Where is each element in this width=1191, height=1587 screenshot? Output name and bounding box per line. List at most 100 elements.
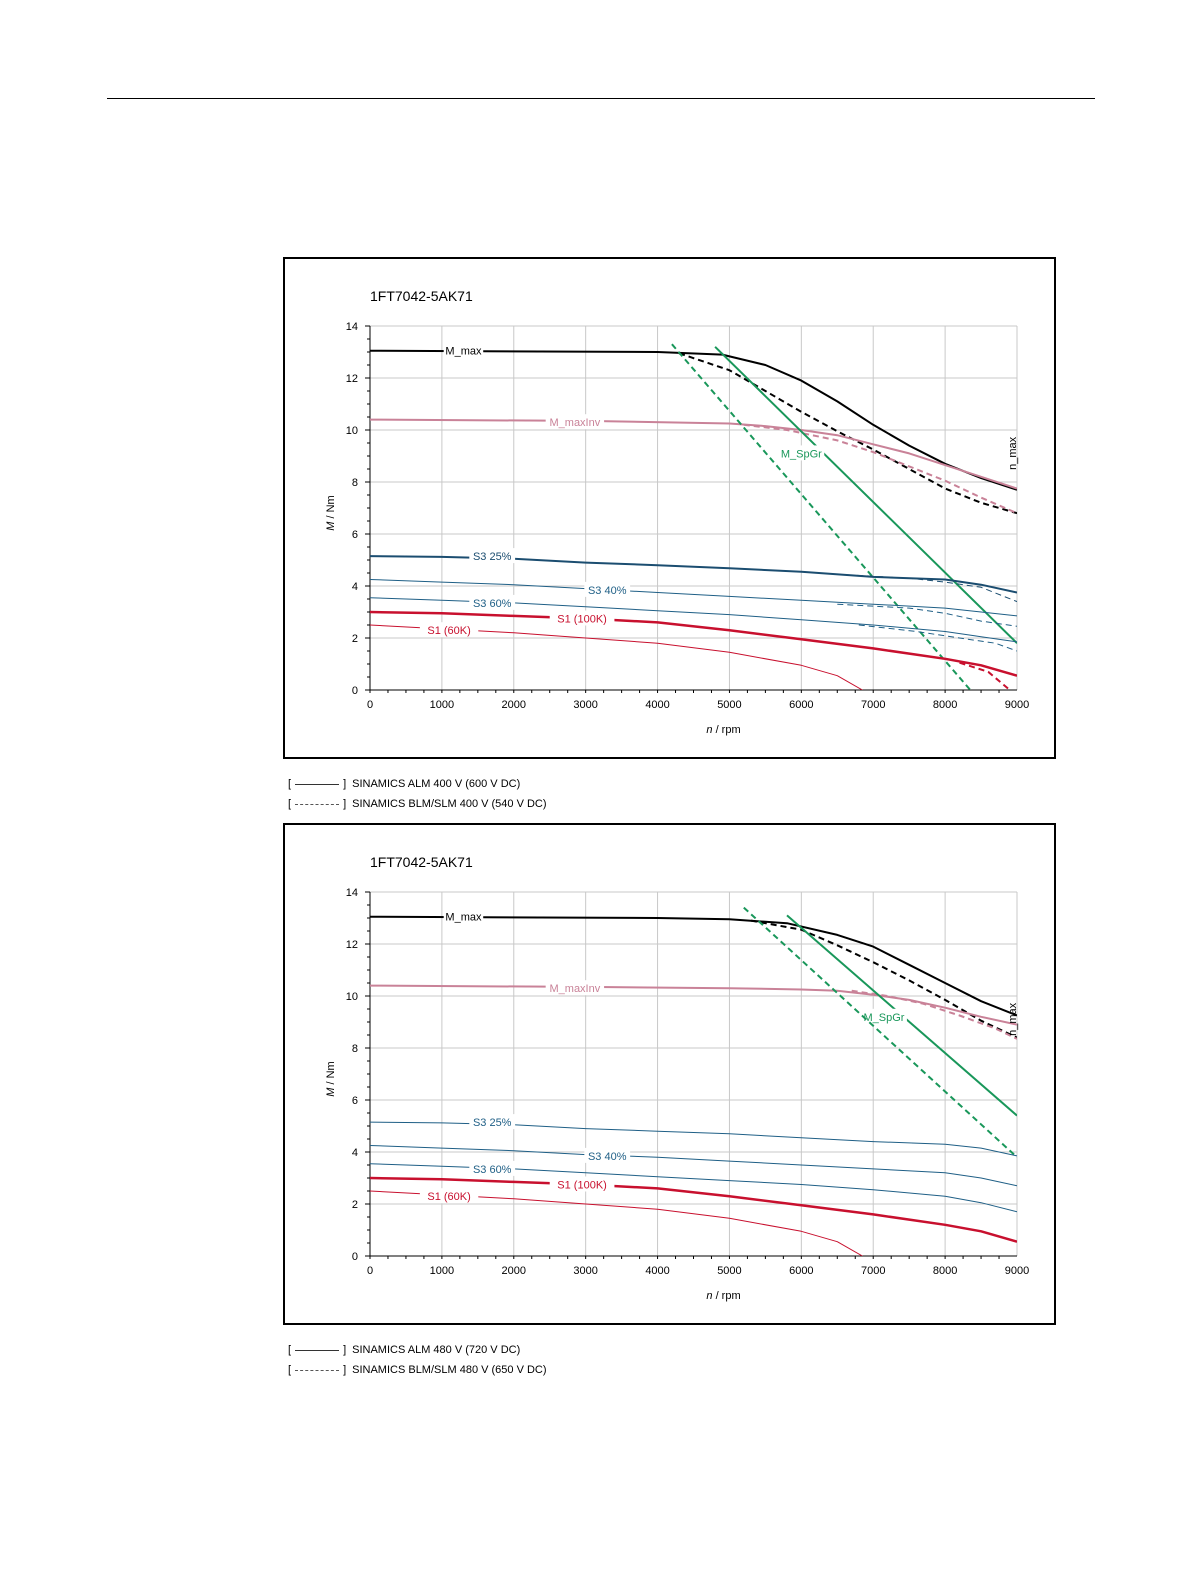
series-line bbox=[370, 1121, 1017, 1157]
x-tick-label: 0 bbox=[367, 699, 373, 711]
y-tick-label: 10 bbox=[346, 425, 358, 437]
series-label: M_max bbox=[445, 912, 482, 924]
series-line bbox=[370, 555, 1017, 594]
y-tick-label: 4 bbox=[352, 581, 358, 593]
series-label-bg bbox=[419, 1188, 479, 1204]
series-line bbox=[851, 989, 1017, 1040]
series-label-bg bbox=[545, 414, 605, 430]
torque-chart-2: 1FT7042-5AK71 0 1000 2000 3000 4000 5000 6000 70… bbox=[325, 854, 1029, 1302]
legend-row-dashed: [] SINAMICS BLM/SLM 400 V (540 V DC) bbox=[284, 794, 547, 814]
y-tick-label: 2 bbox=[352, 1199, 358, 1211]
legend-row-solid: [] SINAMICS ALM 480 V (720 V DC) bbox=[284, 1340, 547, 1360]
x-tick-label: 4000 bbox=[645, 1265, 669, 1277]
series-label-bg bbox=[419, 622, 479, 638]
series-label: S1 (60K) bbox=[427, 625, 470, 637]
x-tick-label: 7000 bbox=[861, 699, 885, 711]
y-tick-label: 14 bbox=[346, 321, 358, 333]
y-tick-label: 12 bbox=[346, 373, 358, 385]
series-line bbox=[678, 352, 1017, 515]
series-label-bg bbox=[443, 342, 484, 358]
dashed-line-swatch bbox=[295, 803, 340, 805]
n-max-label: n_max bbox=[1007, 1002, 1019, 1036]
header-rule bbox=[107, 98, 1095, 99]
series-label: M_SpGr bbox=[781, 448, 822, 460]
series-label-bg bbox=[469, 1160, 516, 1176]
legend-text: SINAMICS BLM/SLM 480 V (650 V DC) bbox=[352, 1364, 547, 1376]
chart-legend-1: [] SINAMICS ALM 400 V (600 V DC) [] SINA… bbox=[284, 774, 547, 814]
dashed-line-swatch bbox=[295, 1369, 340, 1371]
chart-frame-2: 1FT7042-5AK71 0 1000 2000 3000 4000 5000 6000 70… bbox=[283, 823, 1056, 1325]
series-line bbox=[370, 1176, 1017, 1243]
series-label-bg bbox=[545, 980, 605, 996]
series-label: S3 60% bbox=[473, 1164, 512, 1176]
x-tick-label: 1000 bbox=[430, 1265, 454, 1277]
series-label: S3 40% bbox=[588, 1151, 627, 1163]
x-tick-label: 5000 bbox=[717, 1265, 741, 1277]
series-line bbox=[750, 919, 1017, 1039]
series-label-bg bbox=[584, 1147, 631, 1163]
y-tick-label: 14 bbox=[346, 887, 358, 899]
series-label-bg bbox=[469, 594, 516, 610]
chart-legend-2: [] SINAMICS ALM 480 V (720 V DC) [] SINA… bbox=[284, 1340, 547, 1380]
x-tick-label: 5000 bbox=[717, 699, 741, 711]
series-label: S3 40% bbox=[588, 585, 627, 597]
x-axis-label: n / rpm bbox=[706, 1290, 740, 1302]
series-label: S3 60% bbox=[473, 598, 512, 610]
y-tick-label: 8 bbox=[352, 477, 358, 489]
chart-title: 1FT7042-5AK71 bbox=[370, 288, 473, 304]
series-label-bg bbox=[443, 908, 484, 924]
y-tick-label: 2 bbox=[352, 633, 358, 645]
solid-line-swatch bbox=[295, 783, 340, 785]
y-axis-label: M / Nm bbox=[325, 495, 337, 530]
y-tick-label: 10 bbox=[346, 991, 358, 1003]
series-line bbox=[370, 418, 1017, 490]
x-tick-label: 6000 bbox=[789, 699, 813, 711]
y-tick-label: 6 bbox=[352, 1095, 358, 1107]
series-line bbox=[714, 346, 1017, 644]
series-label-bg bbox=[469, 548, 516, 564]
y-tick-label: 6 bbox=[352, 529, 358, 541]
series-label: M_maxInv bbox=[550, 983, 601, 995]
x-tick-label: 8000 bbox=[933, 699, 957, 711]
y-tick-label: 8 bbox=[352, 1043, 358, 1055]
x-tick-label: 1000 bbox=[430, 699, 454, 711]
x-tick-label: 9000 bbox=[1005, 1265, 1029, 1277]
series-line bbox=[743, 423, 1017, 515]
y-tick-label: 0 bbox=[352, 685, 358, 697]
x-tick-label: 4000 bbox=[645, 699, 669, 711]
series-line bbox=[370, 1145, 1017, 1187]
series-label: M_max bbox=[445, 346, 482, 358]
legend-text: SINAMICS ALM 400 V (600 V DC) bbox=[352, 778, 521, 790]
series-label: M_SpGr bbox=[864, 1012, 905, 1024]
x-tick-label: 0 bbox=[367, 1265, 373, 1277]
series-line bbox=[858, 624, 1017, 652]
chart-frame-1: 1FT7042-5AK71 0 1000 2000 3000 4000 5000 6000 70… bbox=[283, 257, 1056, 759]
y-tick-label: 12 bbox=[346, 939, 358, 951]
torque-chart-1: 1FT7042-5AK71 0 1000 2000 3000 4000 5000 6000 70… bbox=[325, 288, 1029, 736]
series-label-bg bbox=[778, 445, 825, 461]
n-max-label: n_max bbox=[1007, 436, 1019, 470]
x-tick-label: 9000 bbox=[1005, 699, 1029, 711]
series-label: M_maxInv bbox=[550, 417, 601, 429]
series-label-bg bbox=[469, 1114, 516, 1130]
series-line bbox=[370, 1163, 1017, 1213]
series-line bbox=[370, 984, 1017, 1026]
series-line bbox=[743, 906, 1017, 1158]
series-label-bg bbox=[549, 1176, 615, 1192]
legend-text: SINAMICS BLM/SLM 400 V (540 V DC) bbox=[352, 798, 547, 810]
x-tick-label: 8000 bbox=[933, 1265, 957, 1277]
x-tick-label: 2000 bbox=[502, 1265, 526, 1277]
x-tick-label: 7000 bbox=[861, 1265, 885, 1277]
solid-line-swatch bbox=[295, 1349, 340, 1351]
series-label-bg bbox=[584, 581, 631, 597]
series-line bbox=[370, 915, 1017, 1017]
x-tick-label: 3000 bbox=[573, 1265, 597, 1277]
series-label-bg bbox=[549, 610, 615, 626]
series-line bbox=[370, 610, 1017, 677]
series-label: S1 (100K) bbox=[557, 1180, 607, 1192]
y-tick-label: 4 bbox=[352, 1147, 358, 1159]
legend-text: SINAMICS ALM 480 V (720 V DC) bbox=[352, 1344, 521, 1356]
legend-row-dashed: [] SINAMICS BLM/SLM 480 V (650 V DC) bbox=[284, 1360, 547, 1380]
series-label: S3 25% bbox=[473, 551, 512, 563]
chart-title: 1FT7042-5AK71 bbox=[370, 854, 473, 870]
